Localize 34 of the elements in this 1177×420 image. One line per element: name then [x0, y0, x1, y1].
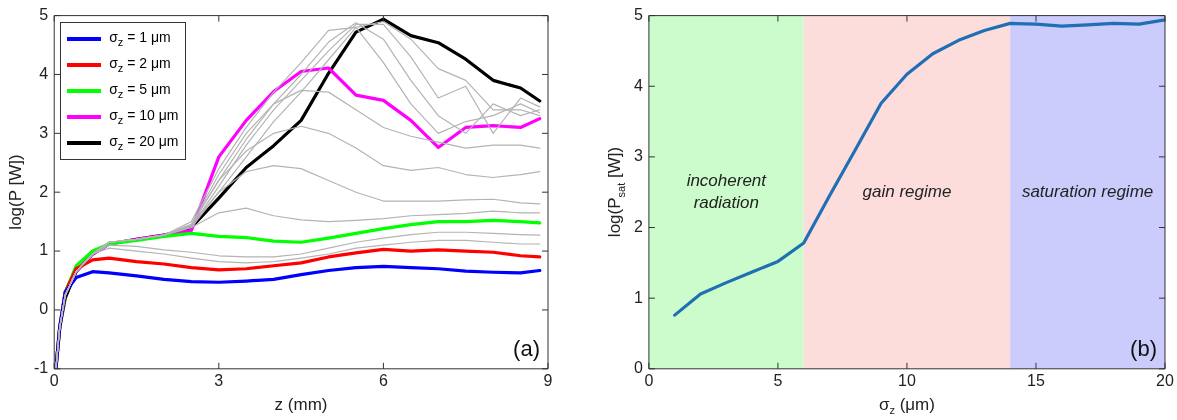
x-tick-label: 6 — [378, 371, 388, 389]
y-tick-label: 5 — [39, 6, 49, 24]
y-tick-label: 0 — [39, 300, 49, 318]
y-tick-label: 1 — [39, 241, 49, 259]
legend-label: σ$_{z}$ = 5 μm — [109, 81, 171, 100]
legend-label: σ$_{z}$ = 1 μm — [109, 29, 171, 48]
x-axis-title: σ$_{z}$ (μm) — [878, 394, 935, 417]
y-tick-label: 3 — [633, 147, 643, 165]
y-tick-label: 3 — [39, 123, 49, 141]
x-tick-label: 0 — [644, 371, 654, 389]
band-label: incoherent radiation — [686, 170, 768, 212]
annotation: (a) — [513, 335, 540, 361]
y-tick-label: 4 — [633, 76, 643, 94]
band-label: saturation regime — [1021, 181, 1154, 201]
x-tick-label: 9 — [543, 371, 553, 389]
legend-label: σ$_{z}$ = 2 μm — [109, 55, 171, 74]
y-tick-label: 2 — [633, 217, 643, 235]
legend-label: σ$_{z}$ = 20 μm — [109, 133, 179, 152]
annotation: (b) — [1130, 335, 1157, 361]
x-tick-label: 20 — [1156, 371, 1174, 389]
x-tick-label: 15 — [1027, 371, 1045, 389]
y-tick-label: 4 — [39, 64, 49, 82]
legend-label: σ$_{z}$ = 10 μm — [109, 107, 179, 126]
y-axis-title: log(P [W]) — [6, 154, 26, 230]
band-label: gain regime — [862, 181, 952, 201]
y-tick-label: 1 — [633, 288, 643, 306]
y-tick-label: 2 — [39, 182, 49, 200]
x-tick-label: 5 — [773, 371, 783, 389]
y-tick-label: 5 — [633, 6, 643, 24]
y-tick-label: -1 — [33, 359, 49, 377]
x-tick-label: 10 — [898, 371, 916, 389]
x-axis-title: z (mm) — [274, 394, 328, 415]
y-tick-label: 0 — [633, 359, 643, 377]
x-tick-label: 3 — [214, 371, 224, 389]
